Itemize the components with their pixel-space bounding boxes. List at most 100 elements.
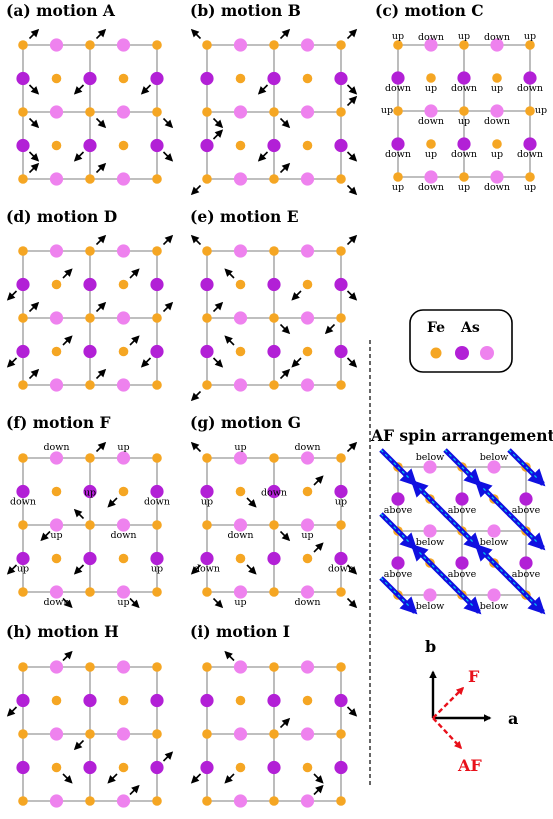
- as-atom: [83, 484, 97, 499]
- fe-atom: [269, 246, 279, 256]
- displacement-arrow: [246, 564, 257, 575]
- displacement-arrows: [28, 28, 174, 174]
- height-label: down: [385, 149, 411, 160]
- displacement-arrow: [28, 28, 40, 40]
- as-atom: [16, 551, 30, 566]
- height-label: above: [448, 569, 477, 580]
- fe-atom: [118, 73, 129, 84]
- fe-atom: [152, 107, 162, 117]
- panel-title: (e) motion E: [190, 207, 299, 226]
- panel-title: (g) motion G: [190, 413, 301, 432]
- displacement-arrow: [28, 301, 40, 313]
- height-label: down: [418, 182, 444, 193]
- as-atom: [487, 588, 501, 602]
- as-atom: [150, 344, 164, 359]
- spin-arrow-dash: [380, 513, 410, 543]
- height-label: down: [10, 497, 36, 508]
- displacement-arrow: [224, 773, 235, 784]
- fe-atom: [302, 346, 313, 357]
- displacement-arrow: [279, 368, 291, 380]
- as-atom: [334, 693, 348, 708]
- as-atom: [233, 172, 248, 186]
- as-atom: [49, 660, 64, 674]
- displacement-arrow: [129, 335, 140, 346]
- fe-atom: [152, 662, 162, 672]
- displacement-arrow: [62, 597, 73, 609]
- height-label: up: [381, 105, 393, 116]
- fe-atom: [269, 729, 279, 739]
- as-atom: [423, 524, 437, 538]
- as-atom: [391, 492, 405, 506]
- as-atom: [457, 137, 471, 151]
- as-atom: [83, 693, 97, 708]
- fe-atom: [393, 172, 403, 182]
- fe-atom: [85, 107, 95, 117]
- fe-atom: [85, 380, 95, 390]
- displacement-arrow: [346, 151, 358, 162]
- height-label: down: [517, 83, 543, 94]
- fe-atom: [269, 520, 279, 530]
- displacement-arrow: [107, 773, 118, 784]
- height-label: down: [261, 488, 287, 499]
- fe-atom: [18, 587, 28, 597]
- fe-atom: [202, 246, 212, 256]
- fe-atom: [336, 246, 346, 256]
- as-atom: [16, 693, 30, 708]
- height-label: below: [416, 452, 445, 463]
- displacement-arrow: [190, 564, 202, 575]
- height-labels: down up down down up up down up up down up: [10, 442, 170, 608]
- atom-legend: Fe As: [409, 309, 513, 373]
- af-title: AF spin arrangement: [370, 426, 553, 445]
- displacement-arrow: [162, 117, 174, 129]
- as-atom: [334, 71, 348, 86]
- as-atom: [267, 760, 281, 775]
- panel-motion-b: (b) motion B: [190, 1, 358, 196]
- displacement-arrow: [162, 751, 174, 762]
- height-label: down: [294, 597, 320, 608]
- fe-atom: [269, 380, 279, 390]
- fe-atom: [336, 587, 346, 597]
- fe-atom: [85, 174, 95, 184]
- displacement-arrow: [73, 508, 85, 520]
- panel-title: (h) motion H: [6, 622, 119, 641]
- fe-atom: [202, 40, 212, 50]
- as-atom: [49, 518, 64, 532]
- fe-atom: [492, 139, 502, 149]
- fe-atom: [235, 346, 246, 357]
- b-axis-label: b: [425, 637, 436, 656]
- as-atom: [423, 460, 437, 474]
- fe-atom: [302, 762, 313, 773]
- as-atom: [455, 492, 469, 506]
- fe-atom: [152, 729, 162, 739]
- as-atom: [424, 38, 438, 52]
- fe-atom: [235, 140, 246, 151]
- panel-motion-g: (g) motion G up down up up down down up down dow…: [190, 413, 358, 609]
- fe-atom: [202, 453, 212, 463]
- as-atom: [116, 660, 131, 674]
- displacement-arrow: [62, 773, 73, 784]
- displacement-arrow: [279, 717, 291, 729]
- fe-atom: [202, 662, 212, 672]
- as-atom: [334, 551, 348, 566]
- fe-atom: [459, 40, 469, 50]
- displacement-arrow: [95, 441, 107, 453]
- af-axis: [432, 717, 463, 750]
- fe-atom: [336, 107, 346, 117]
- fe-atom: [152, 587, 162, 597]
- panel-title: (b) motion B: [190, 1, 301, 20]
- fe-atom: [118, 553, 129, 564]
- as-atom: [233, 244, 248, 258]
- as-atom: [116, 727, 131, 741]
- fe-atom: [302, 279, 313, 290]
- height-label: below: [480, 452, 509, 463]
- as-atom: [233, 518, 248, 532]
- height-label: down: [484, 182, 510, 193]
- displacement-arrow: [212, 357, 224, 368]
- as-atom: [300, 451, 315, 465]
- displacement-arrow: [190, 441, 202, 453]
- atoms: [200, 38, 348, 186]
- fe-atom: [202, 587, 212, 597]
- as-atom: [233, 105, 248, 119]
- as-atom: [490, 104, 504, 118]
- fe-atom: [18, 662, 28, 672]
